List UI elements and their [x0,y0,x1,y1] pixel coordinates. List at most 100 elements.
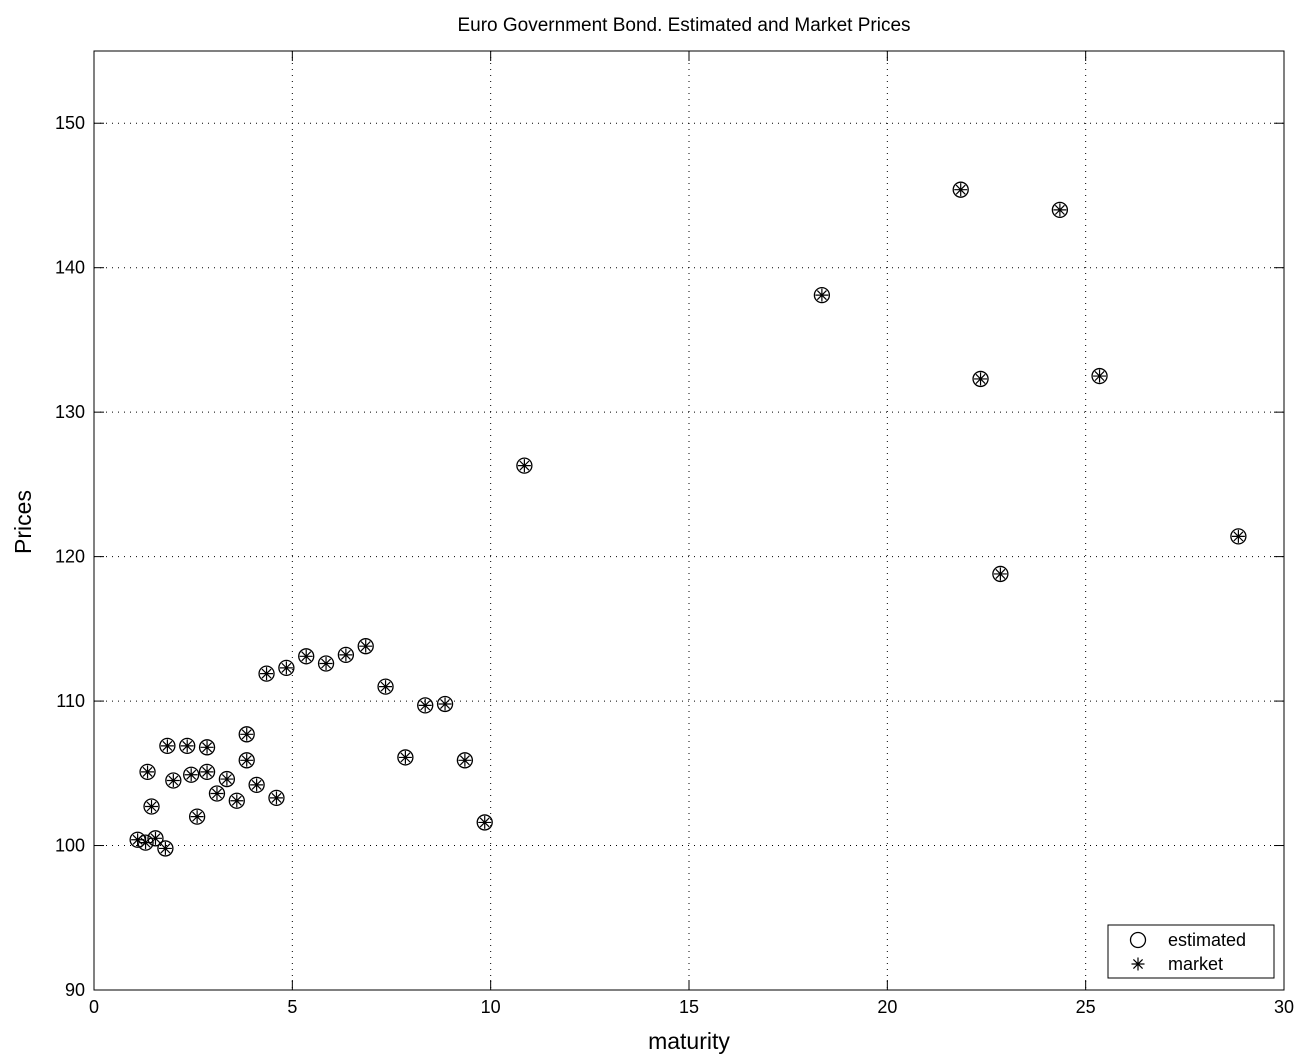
estimated-point [952,181,969,198]
y-tick-label: 110 [56,691,85,711]
market-point [974,372,988,386]
estimated-point [198,763,216,781]
y-tick-label: 150 [55,113,85,133]
market-point [250,778,264,792]
market-point [141,765,155,779]
estimated-point [1051,201,1069,219]
market-point [230,794,244,808]
legend-circle-marker [1129,931,1147,949]
market-point [184,768,198,782]
estimated-point [198,739,216,756]
market-point [160,739,174,753]
legend-marker-market [1131,957,1145,971]
market-point [200,740,214,754]
estimated-point [165,772,182,789]
x-tick-label: 0 [89,997,99,1017]
x-tick-label: 10 [481,997,501,1017]
y-axis-label: Prices [10,490,36,554]
estimated-point [516,457,533,474]
estimated-point [183,766,200,783]
estimated-point [317,655,335,672]
market-point [210,787,224,801]
y-tick-label: 90 [65,980,85,1000]
market-point [269,791,283,805]
x-tick-label: 25 [1076,997,1096,1017]
market-point [339,648,353,662]
market-point [166,774,180,788]
market-point [180,739,194,753]
estimated-point [417,697,434,714]
x-axis-label: maturity [648,1028,730,1054]
legend-asterisk-marker [1131,957,1145,971]
estimated-point [972,370,989,388]
estimated-point [188,808,206,825]
market-point [145,800,159,814]
y-tick-label: 140 [55,258,85,278]
estimated-point [337,646,355,663]
plot-area-frame [93,50,1285,991]
estimated-point [397,749,414,766]
y-tick-label: 120 [55,547,85,567]
estimated-point [278,659,295,677]
y-tick-label: 130 [55,402,85,422]
market-point [1053,203,1067,217]
market-point [418,698,432,712]
market-point [190,810,204,824]
y-tick-label: 100 [55,836,85,856]
market-point [438,697,452,711]
estimated-point [248,776,265,794]
estimated-point [159,737,176,755]
estimated-point [238,726,255,743]
legend-label-estimated: estimated [1168,930,1246,950]
data-points [129,181,1247,857]
estimated-point [258,665,275,682]
market-point [478,815,492,829]
estimated-point [147,830,164,847]
estimated-point [208,785,226,802]
x-tick-label: 30 [1274,997,1294,1017]
market-point [359,639,373,653]
chart-title: Euro Government Bond. Estimated and Mark… [457,15,910,36]
market-point [379,680,393,694]
market-point [517,459,531,473]
market-point [1231,529,1245,543]
estimated-point [268,789,285,807]
market-point [299,649,313,663]
legend-marker-estimated [1129,931,1147,949]
market-point [200,765,214,779]
market-point [158,841,172,855]
estimated-point [218,770,236,788]
market-point [319,657,333,671]
legend-box [1107,924,1275,979]
estimated-point [228,792,245,809]
market-point [131,833,145,847]
market-point [458,753,472,767]
market-point [139,836,153,850]
estimated-point [1091,367,1108,385]
estimated-point [436,695,454,713]
estimated-point [1230,528,1247,545]
estimated-point [377,678,394,695]
estimated-point [238,752,255,769]
estimated-point [476,814,493,831]
market-point [279,661,293,675]
market-point [1093,369,1107,383]
market-point [398,750,412,764]
estimated-point [357,638,374,655]
estimated-point [298,648,315,665]
estimated-point [179,737,196,755]
axis-ticks: 0 5 10 15 20 25 30 90 100 110 120 130 140 150 [55,51,1294,1017]
estimated-point [157,840,174,857]
market-point [240,727,254,741]
market-point [954,183,968,197]
estimated-point [139,763,156,781]
market-point [220,772,234,786]
legend: estimated market [1107,924,1275,979]
x-tick-label: 5 [287,997,297,1017]
legend-label-market: market [1168,954,1223,974]
market-point [260,667,274,681]
grid [94,51,1284,990]
x-tick-label: 20 [877,997,897,1017]
